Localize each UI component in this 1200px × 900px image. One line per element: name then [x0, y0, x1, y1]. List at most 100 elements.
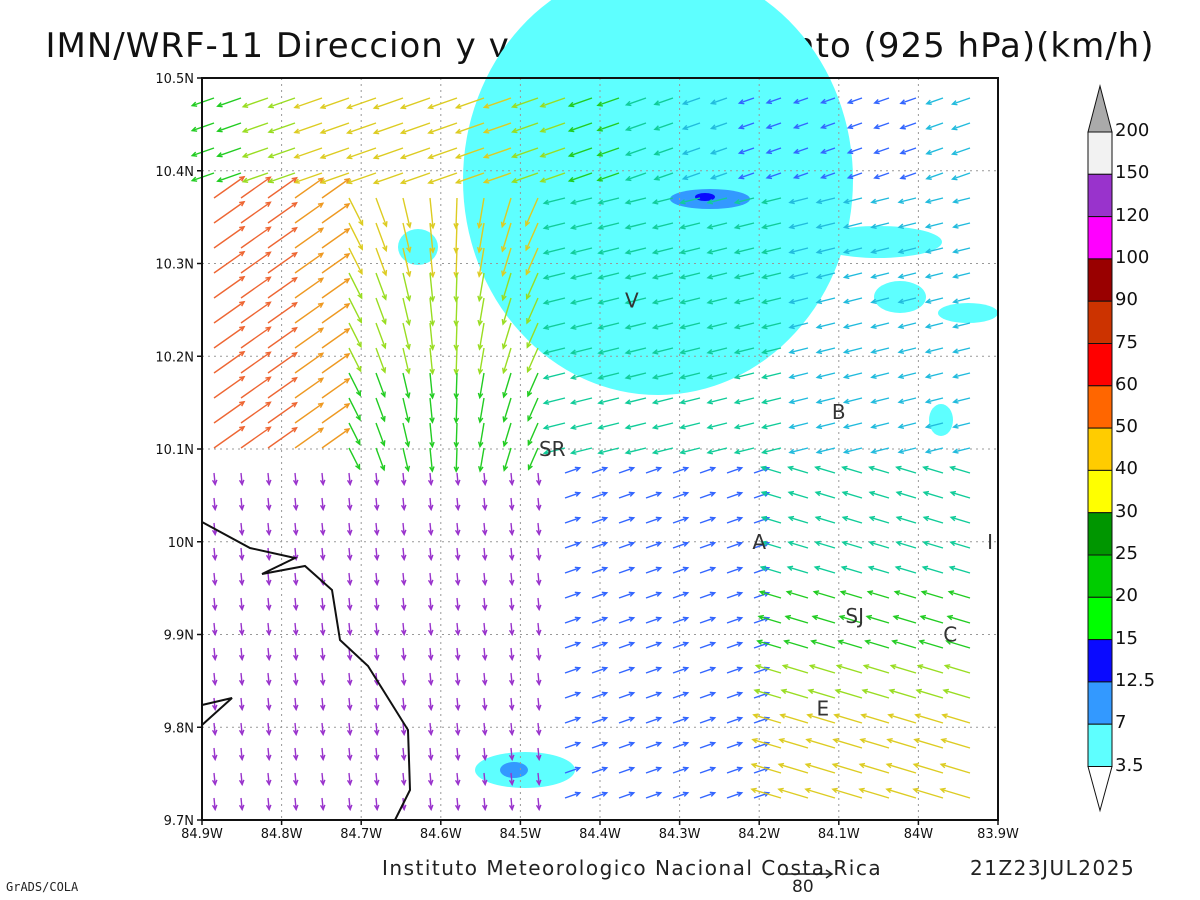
wind-vector: [539, 97, 566, 108]
wind-vector: [804, 762, 836, 774]
wind-vector: [706, 372, 728, 380]
wind-vector: [345, 97, 377, 110]
wind-vector: [454, 747, 461, 762]
wind-vector: [624, 322, 647, 330]
wind-vector: [618, 516, 636, 524]
wind-vector: [454, 672, 461, 687]
wind-vector: [539, 147, 566, 158]
wind-vector: [787, 490, 809, 499]
wind-vector: [870, 422, 890, 430]
wind-vector: [265, 547, 272, 562]
wind-vector: [211, 697, 218, 712]
wind-vector: [952, 222, 971, 229]
wind-vector: [894, 565, 917, 574]
wind-vector: [348, 447, 361, 471]
wind-vector: [760, 422, 782, 430]
wind-vector: [211, 672, 218, 687]
wind-vector: [839, 590, 863, 599]
wind-vector: [831, 762, 863, 774]
wind-vector: [238, 497, 245, 512]
wind-vector: [542, 322, 566, 330]
wind-vector: [885, 787, 917, 799]
wind-vector: [477, 247, 485, 278]
wind-vector: [842, 447, 863, 455]
wind-vector: [477, 322, 485, 351]
wind-vector: [922, 540, 944, 549]
wind-vector: [526, 347, 539, 374]
wind-vector: [292, 647, 299, 662]
wind-vector: [733, 422, 755, 430]
wind-vector: [535, 497, 542, 512]
wind-vector: [508, 497, 515, 512]
wind-vector: [699, 591, 717, 599]
wind-vector: [591, 566, 609, 574]
wind-vector: [870, 247, 890, 255]
wind-vector: [868, 465, 890, 474]
wind-vector: [788, 422, 809, 430]
wind-vector: [429, 447, 435, 473]
wind-vector: [294, 302, 325, 324]
wind-vector: [861, 688, 890, 699]
wind-vector: [897, 297, 917, 304]
wind-vector: [916, 664, 944, 674]
x-tick-label: 84.9W: [181, 827, 223, 842]
wind-vector: [319, 697, 326, 712]
wind-vector: [427, 622, 434, 637]
wind-vector: [651, 372, 674, 380]
wind-vector: [265, 572, 272, 587]
wind-vector: [482, 172, 512, 184]
wind-vector: [672, 591, 690, 599]
wind-vector: [454, 147, 485, 159]
wind-vector: [477, 297, 485, 327]
wind-vector: [526, 322, 539, 349]
x-tick-label: 84.4W: [579, 827, 621, 842]
colorbar-level-label: 90: [1115, 289, 1138, 311]
wind-vector: [815, 422, 836, 430]
wind-vector: [679, 247, 701, 255]
wind-vector: [375, 347, 387, 374]
wind-vector: [924, 397, 944, 404]
wind-vector: [569, 222, 593, 230]
wind-vector: [535, 647, 542, 662]
wind-vector: [733, 297, 755, 305]
wind-vector: [915, 688, 944, 699]
wind-vector: [211, 472, 218, 487]
wind-vector: [733, 247, 755, 255]
wind-vector: [267, 426, 298, 449]
wind-vector: [400, 547, 407, 562]
wind-vector: [564, 491, 582, 499]
wind-vector: [238, 722, 245, 737]
wind-vector: [240, 351, 272, 374]
wind-vector: [240, 326, 272, 349]
colorbar-swatch: [1087, 300, 1113, 344]
wind-vector: [508, 797, 515, 812]
wind-vector: [346, 797, 353, 812]
wind-vector: [500, 197, 512, 229]
wind-vector: [321, 202, 351, 224]
wind-vector: [400, 647, 407, 662]
wind-vector: [952, 372, 971, 379]
y-tick-label: 10.4N: [155, 165, 194, 180]
wind-vector: [672, 666, 690, 674]
wind-vector: [699, 491, 717, 499]
wind-vector: [815, 197, 836, 205]
wind-vector: [591, 691, 609, 699]
wind-vector: [835, 664, 863, 674]
wind-vector: [564, 691, 582, 699]
wind-vector: [319, 797, 326, 812]
wind-vector: [372, 147, 404, 160]
colorbar-level-label: 50: [1115, 416, 1138, 438]
wind-vector: [679, 347, 701, 355]
wind-vector: [373, 747, 380, 762]
wind-vector: [846, 147, 863, 155]
wind-vector: [792, 172, 809, 180]
wind-vector: [477, 422, 485, 449]
wind-vector: [645, 741, 663, 749]
wind-vector: [924, 197, 944, 204]
wind-vector: [591, 541, 609, 549]
wind-vector: [779, 713, 809, 724]
wind-vector: [814, 515, 836, 524]
wind-vector: [760, 297, 782, 305]
wind-vector: [870, 197, 890, 205]
wind-vector: [293, 147, 323, 159]
